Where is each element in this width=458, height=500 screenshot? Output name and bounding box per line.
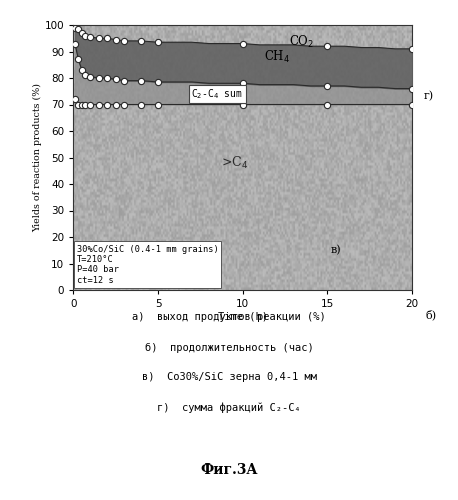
- Text: C$_2$-C$_4$ sum: C$_2$-C$_4$ sum: [191, 87, 243, 101]
- Text: в): в): [331, 245, 341, 256]
- Text: Фиг.3A: Фиг.3A: [201, 463, 257, 477]
- Text: CO$_2$: CO$_2$: [289, 34, 315, 50]
- Text: г): г): [424, 92, 434, 102]
- Y-axis label: Yields of reaction products (%): Yields of reaction products (%): [33, 83, 42, 232]
- Text: 30%Co/SiC (0.4-1 mm grains)
T=210°C
P=40 bar
ct=12 s: 30%Co/SiC (0.4-1 mm grains) T=210°C P=40…: [76, 244, 218, 284]
- Text: a)  выход продуктов реакции (%): a) выход продуктов реакции (%): [132, 312, 326, 322]
- X-axis label: Time (h): Time (h): [218, 312, 268, 322]
- Text: CH$_4$: CH$_4$: [263, 49, 290, 65]
- Text: б)  продолжительность (час): б) продолжительность (час): [145, 342, 313, 352]
- Text: >C$_4$: >C$_4$: [221, 155, 248, 171]
- Text: б): б): [426, 310, 437, 320]
- Text: г)  сумма фракций C₂-C₄: г) сумма фракций C₂-C₄: [157, 402, 301, 413]
- Text: в)  Co30%/SiC зерна 0,4-1 мм: в) Co30%/SiC зерна 0,4-1 мм: [142, 372, 316, 382]
